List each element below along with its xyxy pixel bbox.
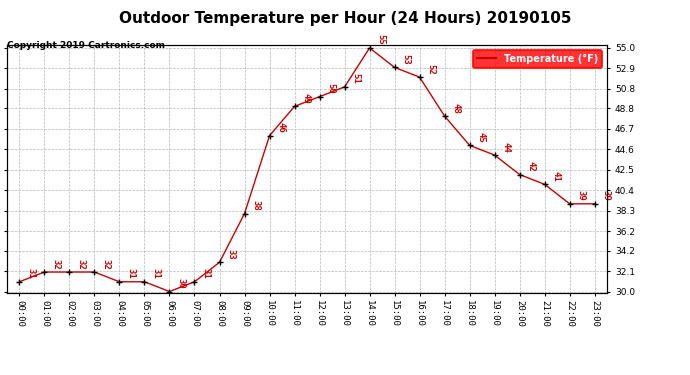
Text: 33: 33 — [226, 249, 235, 259]
Text: 44: 44 — [502, 142, 511, 152]
Text: 38: 38 — [251, 200, 260, 211]
Text: Outdoor Temperature per Hour (24 Hours) 20190105: Outdoor Temperature per Hour (24 Hours) … — [119, 11, 571, 26]
Text: 31: 31 — [201, 268, 210, 279]
Text: 46: 46 — [277, 122, 286, 133]
Text: 41: 41 — [551, 171, 560, 182]
Text: 50: 50 — [326, 83, 335, 94]
Text: 39: 39 — [577, 190, 586, 201]
Text: 51: 51 — [351, 74, 360, 84]
Text: 49: 49 — [302, 93, 310, 104]
Text: Copyright 2019 Cartronics.com: Copyright 2019 Cartronics.com — [7, 41, 165, 50]
Text: 42: 42 — [526, 161, 535, 172]
Text: 31: 31 — [26, 268, 35, 279]
Text: 39: 39 — [602, 190, 611, 201]
Legend: Temperature (°F): Temperature (°F) — [473, 50, 602, 68]
Text: 30: 30 — [177, 278, 186, 289]
Text: 31: 31 — [151, 268, 160, 279]
Text: 45: 45 — [477, 132, 486, 142]
Text: 32: 32 — [101, 258, 110, 269]
Text: 32: 32 — [51, 258, 60, 269]
Text: 32: 32 — [77, 258, 86, 269]
Text: 48: 48 — [451, 103, 460, 113]
Text: 53: 53 — [402, 54, 411, 64]
Text: 52: 52 — [426, 64, 435, 74]
Text: 55: 55 — [377, 34, 386, 45]
Text: 31: 31 — [126, 268, 135, 279]
